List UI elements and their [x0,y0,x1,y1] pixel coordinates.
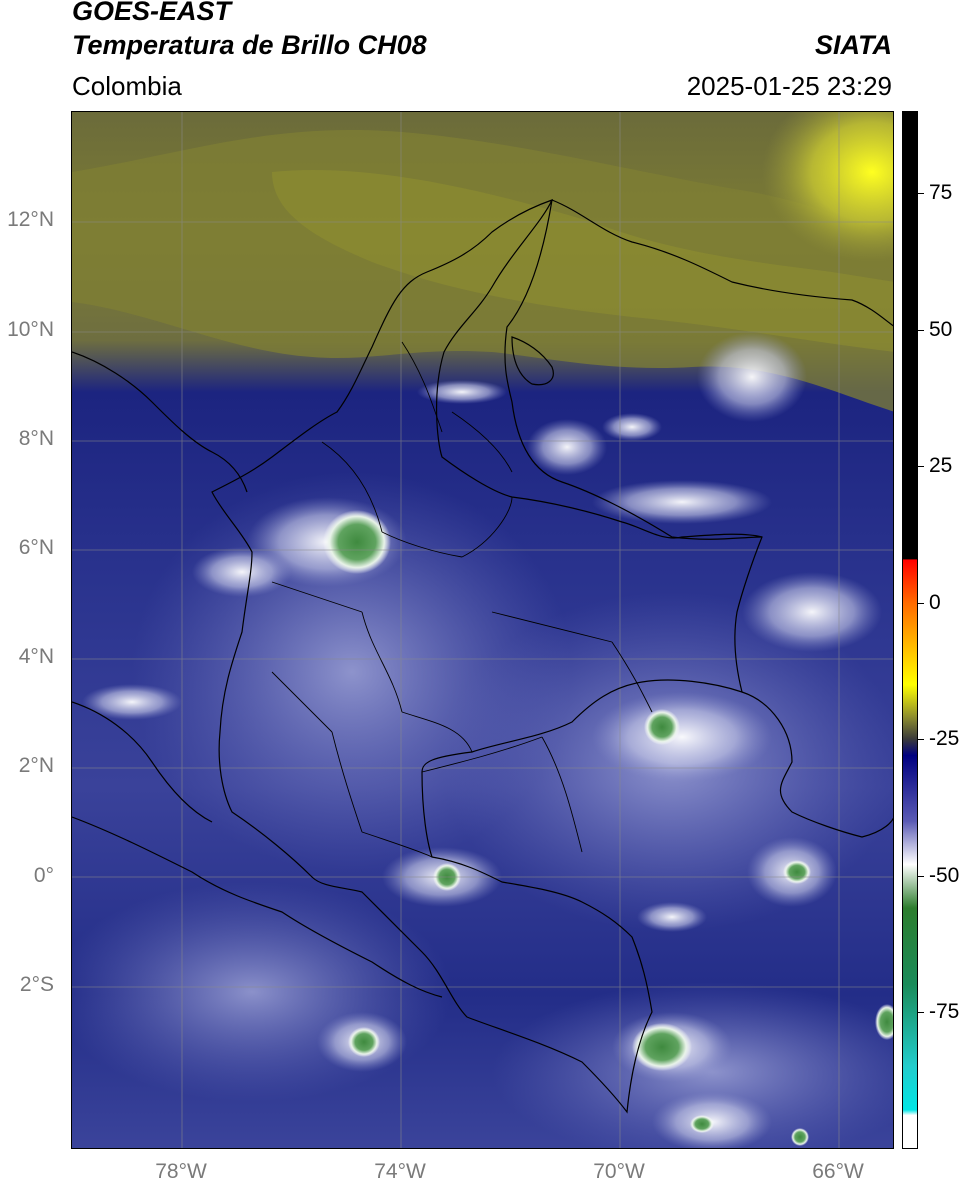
colorbar-tick-label: -75 [929,1000,960,1024]
colorbar-tick-label: 25 [929,454,953,478]
ecuador-coast [72,701,213,823]
department-lines [271,341,653,858]
cloud-streak [592,692,772,782]
dry-air-core [272,170,893,352]
cloud-streak [602,413,662,441]
colorbar-tick-mark [918,1012,924,1014]
peru-border [72,816,443,998]
lat-tick-label: 2°S [19,973,54,996]
datetime-label: 2025-01-25 23:29 [686,71,892,101]
maracaibo-lake [511,336,554,386]
cloud-streak [82,684,182,720]
lat-tick-label: 6°N [18,536,54,559]
cloud-streak [192,547,292,597]
lat-tick-label: 8°N [18,427,54,450]
venezuela-border [504,199,763,540]
convective-core [783,860,811,884]
lat-tick-label: 0° [33,864,54,887]
brazil-border [741,691,893,838]
satellite-title: GOES-EAST [72,0,232,26]
map-canvas [72,112,893,1148]
brand-label: SIATA [815,30,892,60]
colorbar-tick-label: 75 [929,180,953,204]
lat-tick-label: 2°N [18,754,54,777]
lat-tick-label: 12°N [7,208,54,231]
lon-tick-label: 78°W [155,1160,207,1183]
cloud-streak [527,419,607,475]
convective-core [348,1027,380,1057]
colorbar-tick-mark [918,875,924,877]
panama-coast [72,351,248,493]
lon-tick-label: 74°W [374,1160,426,1183]
political-boundaries [72,198,893,1114]
colorbar-tick-label: -25 [929,727,960,751]
lat-tick-label: 4°N [18,645,54,668]
cloud-streak [592,480,772,524]
convective-core [690,1115,714,1133]
colorbar-tick-mark [918,466,924,468]
lon-tick-label: 70°W [593,1160,645,1183]
convective-core [323,510,391,574]
colorbar-tick-mark [918,192,924,194]
lon-tick-label: 66°W [812,1160,864,1183]
dry-air-hotspot [762,112,893,262]
venezuela-coast [551,199,893,327]
colorbar-tick-mark [918,602,924,604]
colombia-outline [211,198,763,1114]
convective-core [632,1023,692,1071]
convective-core [644,709,680,745]
cloud-streak [417,380,507,404]
product-title: Temperatura de Brillo CH08 [72,30,427,60]
region-label: Colombia [72,71,182,101]
convective-core [875,1004,893,1040]
lat-tick-label: 10°N [7,318,54,341]
satellite-map[interactable] [71,111,894,1149]
colorbar-tick-label: 0 [929,590,941,614]
temperature-colorbar [902,111,918,1149]
cloud-streak [742,572,882,652]
convective-core [791,1128,809,1146]
cloud-streak [697,332,807,422]
cloud-streak [637,902,707,932]
colorbar-tick-mark [918,329,924,331]
colorbar-tick-label: 50 [929,317,953,341]
colorbar-tick-mark [918,739,924,741]
colorbar-tick-label: -50 [929,863,960,887]
graticule [72,112,893,1148]
